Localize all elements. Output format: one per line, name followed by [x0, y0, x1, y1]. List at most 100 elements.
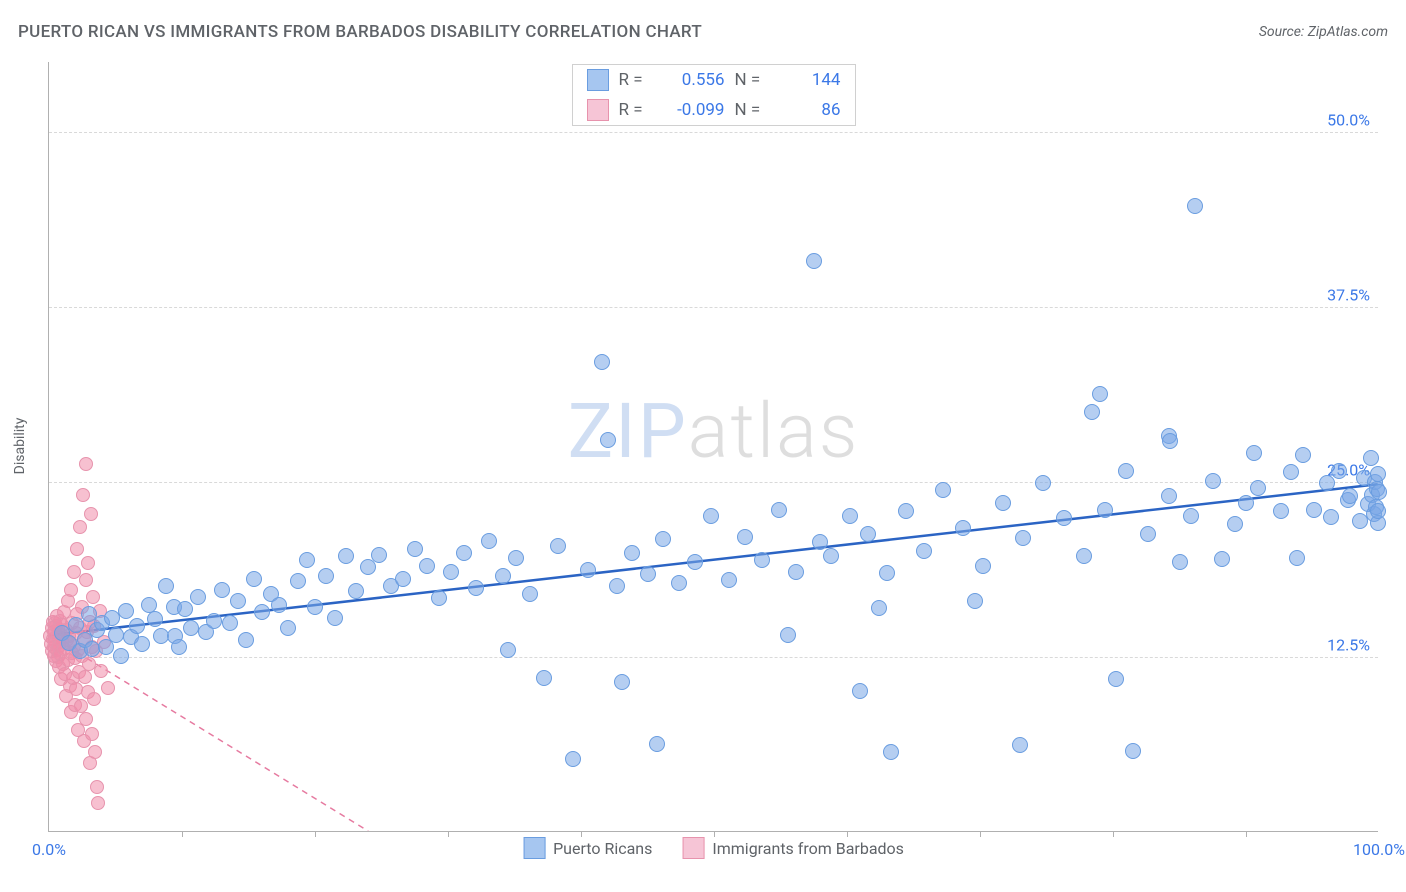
data-point-blue — [1092, 386, 1108, 402]
data-point-blue — [134, 636, 150, 652]
data-point-blue — [788, 564, 804, 580]
data-point-blue — [1227, 516, 1243, 532]
data-point-blue — [327, 610, 343, 626]
watermark: ZIPatlas — [568, 386, 860, 476]
data-point-blue — [1238, 495, 1254, 511]
data-point-blue — [230, 593, 246, 609]
data-point-blue — [290, 573, 306, 589]
data-point-blue — [1056, 510, 1072, 526]
data-point-blue — [522, 586, 538, 602]
data-point-blue — [118, 603, 134, 619]
data-point-blue — [737, 529, 753, 545]
data-point-blue — [1371, 484, 1387, 500]
data-point-blue — [771, 502, 787, 518]
data-point-blue — [271, 597, 287, 613]
data-point-blue — [1140, 526, 1156, 542]
data-point-blue — [624, 545, 640, 561]
data-point-blue — [338, 548, 354, 564]
r-value-pink: -0.099 — [663, 100, 725, 120]
data-point-blue — [500, 642, 516, 658]
data-point-blue — [1205, 473, 1221, 489]
data-point-pink — [88, 745, 102, 759]
data-point-blue — [147, 611, 163, 627]
source-credit: Source: ZipAtlas.com — [1259, 24, 1388, 40]
data-point-blue — [419, 558, 435, 574]
data-point-blue — [84, 641, 100, 657]
n-label-blue: N = — [735, 70, 769, 90]
gridline — [49, 307, 1378, 308]
data-point-blue — [246, 571, 262, 587]
data-point-pink — [79, 457, 93, 471]
data-point-blue — [754, 552, 770, 568]
data-point-blue — [222, 615, 238, 631]
series-name-pink: Immigrants from Barbados — [712, 839, 904, 858]
data-point-blue — [214, 582, 230, 598]
r-value-blue: 0.556 — [663, 70, 725, 90]
data-point-blue — [443, 564, 459, 580]
data-point-pink — [90, 780, 104, 794]
series-swatch-pink — [682, 837, 704, 859]
data-point-blue — [1183, 508, 1199, 524]
data-point-blue — [1331, 463, 1347, 479]
scatter-plot: ZIPatlas R = 0.556 N = 144 R = -0.099 N … — [48, 62, 1378, 832]
data-point-blue — [431, 590, 447, 606]
y-axis-label: Disability — [12, 418, 28, 475]
data-point-pink — [79, 712, 93, 726]
data-point-blue — [1162, 433, 1178, 449]
data-point-blue — [1084, 404, 1100, 420]
data-point-blue — [1319, 475, 1335, 491]
chart-header: PUERTO RICAN VS IMMIGRANTS FROM BARBADOS… — [18, 22, 1388, 42]
data-point-blue — [1370, 466, 1386, 482]
data-point-blue — [348, 583, 364, 599]
data-point-blue — [609, 578, 625, 594]
data-point-blue — [1161, 488, 1177, 504]
data-point-blue — [898, 503, 914, 519]
data-point-pink — [86, 590, 100, 604]
data-point-blue — [879, 565, 895, 581]
data-point-pink — [94, 664, 108, 678]
data-point-blue — [703, 508, 719, 524]
data-point-blue — [307, 599, 323, 615]
x-tick-mark — [1246, 831, 1247, 837]
data-point-blue — [580, 562, 596, 578]
data-point-blue — [852, 683, 868, 699]
data-point-blue — [806, 253, 822, 269]
data-point-blue — [1035, 475, 1051, 491]
data-point-blue — [1323, 509, 1339, 525]
data-point-blue — [1250, 480, 1266, 496]
x-tick-mark — [1113, 831, 1114, 837]
x-tick-mark — [182, 831, 183, 837]
data-point-blue — [640, 566, 656, 582]
data-point-pink — [70, 542, 84, 556]
data-point-pink — [79, 573, 93, 587]
data-point-blue — [1363, 450, 1379, 466]
data-point-pink — [84, 507, 98, 521]
legend-row-blue: R = 0.556 N = 144 — [573, 65, 855, 95]
data-point-blue — [649, 736, 665, 752]
data-point-blue — [1187, 198, 1203, 214]
data-point-blue — [1295, 447, 1311, 463]
data-point-blue — [1108, 671, 1124, 687]
data-point-blue — [456, 545, 472, 561]
data-point-blue — [1015, 530, 1031, 546]
data-point-blue — [536, 670, 552, 686]
r-label-pink: R = — [619, 100, 653, 120]
source-prefix: Source: — [1259, 24, 1308, 40]
x-tick-mark — [581, 831, 582, 837]
data-point-blue — [158, 578, 174, 594]
data-point-blue — [508, 550, 524, 566]
y-tick-label: 12.5% — [1327, 636, 1370, 655]
x-tick-mark — [714, 831, 715, 837]
x-tick-mark — [847, 831, 848, 837]
series-legend-pink: Immigrants from Barbados — [682, 837, 904, 859]
x-tick-mark — [448, 831, 449, 837]
data-point-blue — [1118, 463, 1134, 479]
data-point-blue — [1214, 551, 1230, 567]
data-point-blue — [780, 627, 796, 643]
data-point-blue — [550, 538, 566, 554]
watermark-rest: atlas — [688, 386, 860, 476]
data-point-blue — [1289, 550, 1305, 566]
data-point-blue — [823, 548, 839, 564]
data-point-blue — [1172, 554, 1188, 570]
gridline — [49, 482, 1378, 483]
